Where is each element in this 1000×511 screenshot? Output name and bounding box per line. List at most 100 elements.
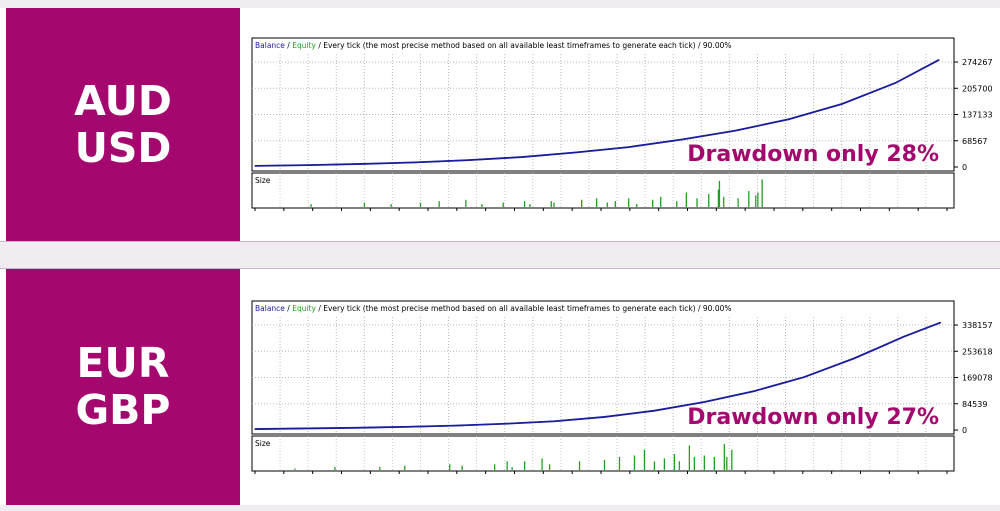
balance-point [307,164,309,166]
aud-usd-card: AUD USD 274267 205700 137133 68567 0 0 60 113 16… [0,8,1000,242]
x-tick-label: 1121 [850,213,870,214]
x-tick-label: 0 [252,476,257,477]
pair-label: AUD USD [74,76,172,172]
x-tick-label: 462 [478,476,493,477]
y-tick-label: 274267 [962,58,992,67]
x-tick-label: 1088 [793,476,813,477]
x-tick-label: 1228 [908,213,928,214]
balance-chart: 274267 205700 137133 68567 0 0 60 113 166 219 272 3… [251,37,992,214]
pair-line-1: AUD [74,76,172,125]
x-tick-label: 325 [420,213,435,214]
y-tick-label: 169078 [962,374,992,383]
balance-point [703,401,705,403]
x-tick-label: 909 [738,213,753,214]
balance-point [574,151,576,154]
y-tick-label: 137133 [962,111,992,120]
x-tick-label: 519 [507,476,522,477]
balance-point [681,138,683,141]
balance-line [254,59,940,167]
drawdown-annotation: Drawdown only 28% [687,142,939,167]
x-tick-label: 690 [593,476,608,477]
balance-point [304,427,306,430]
balance-point [404,426,406,428]
x-tick-label: 962 [766,213,781,214]
x-tick-label: 974 [738,476,753,477]
x-tick-label: 219 [363,213,378,214]
legend-balance: Balance [255,41,285,50]
balance-point [354,427,356,429]
legend-separator: / [285,304,292,313]
x-tick-label: 856 [709,213,724,214]
x-tick-label: 235 [363,476,378,477]
x-tick-label: 1202 [850,476,870,477]
y-tick-label: 0 [962,426,967,435]
balance-chart: 338157 253618 169078 84539 0 0 64 121 178 235 292 3… [251,300,992,477]
x-tick-label: 272 [392,213,407,214]
plot-frame [251,300,955,435]
balance-point [938,59,940,61]
balance-point [841,103,843,105]
pair-line-1: EUR [76,339,170,387]
x-tick-label: 1174 [879,213,899,214]
x-tick-label: 406 [449,476,464,477]
drawdown-annotation: Drawdown only 27% [687,405,939,430]
legend-balance: Balance [255,304,285,313]
x-tick-label: 1145 [821,476,841,477]
balance-point [361,163,363,165]
balance-point [254,428,256,430]
pair-line-2: GBP [75,386,171,434]
x-tick-label: 1259 [879,476,899,477]
x-tick-label: 378 [449,213,464,214]
x-tick-label: 633 [565,476,580,477]
legend-separator: / [285,41,292,50]
x-tick-label: 1031 [764,476,784,477]
pair-label: EUR GBP [76,340,171,434]
pair-label-box: AUD USD [6,8,240,241]
x-tick-label: 750 [651,213,666,214]
x-tick-label: 349 [420,476,435,477]
x-tick-label: 292 [392,476,407,477]
y-tick-label: 338157 [962,321,992,330]
balance-point [553,420,556,422]
balance-point [603,416,606,418]
x-tick-label: 113 [305,213,320,214]
x-tick-label: 537 [536,213,551,214]
x-tick-label: 644 [593,213,608,214]
x-tick-label: 591 [565,213,580,214]
y-tick-label: 205700 [962,84,992,93]
pair-line-2: USD [74,123,172,172]
x-tick-label: 484 [507,213,522,214]
pair-label-box: EUR GBP [6,269,240,505]
x-tick-label: 166 [334,213,349,214]
balance-point [903,335,905,338]
chart-title: Balance / Equity / Every tick (the most … [255,304,732,313]
balance-point [753,390,755,392]
x-tick-label: 697 [622,213,637,214]
balance-point [853,357,855,359]
legend-equity: Equity [292,304,316,313]
legend-equity: Equity [292,41,316,50]
size-label: Size [255,176,271,185]
x-tick-label: 0 [252,213,257,214]
y-tick-label: 68567 [962,137,987,146]
balance-point [504,423,506,425]
size-frame [251,435,955,472]
balance-point [803,376,805,378]
chart-title-rest: / Every tick (the most precise method ba… [316,304,732,313]
balance-point [734,130,737,132]
x-tick-label: 1373 [937,476,957,477]
balance-point [788,118,790,120]
x-tick-label: 803 [680,213,695,214]
x-tick-label: 60 [279,213,289,214]
x-tick-label: 861 [680,476,695,477]
x-tick-label: 431 [478,213,493,214]
balance-point [895,82,897,84]
x-tick-label: 1316 [908,476,928,477]
balance-point [521,156,523,158]
size-frame [251,172,955,209]
balance-point [628,146,630,148]
x-tick-label: 1068 [821,213,841,214]
x-tick-label: 576 [536,476,551,477]
chart-title: Balance / Equity / Every tick (the most … [255,41,732,50]
x-tick-label: 747 [622,476,637,477]
